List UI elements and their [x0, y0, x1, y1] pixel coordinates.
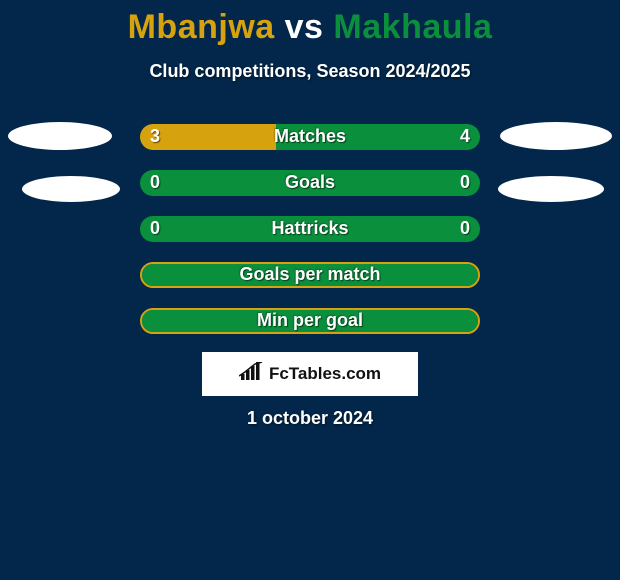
stat-rows: Matches34Goals00Hattricks00Goals per mat…	[0, 124, 620, 354]
logo-placeholder	[22, 176, 120, 202]
logo-placeholder	[498, 176, 604, 202]
stat-bar-right-fill	[142, 264, 478, 286]
date-label: 1 october 2024	[0, 408, 620, 429]
stat-bar-track	[140, 308, 480, 334]
stat-bar-right-fill	[142, 310, 478, 332]
source-badge: FcTables.com	[202, 352, 418, 396]
player-a-name: Mbanjwa	[128, 8, 275, 46]
source-badge-text: FcTables.com	[269, 364, 381, 384]
player-b-name: Makhaula	[333, 8, 492, 46]
stat-bar-right-fill	[276, 124, 480, 150]
stat-bar-right-fill	[140, 170, 480, 196]
stat-bar-track	[140, 216, 480, 242]
page-title: Mbanjwa vs Makhaula	[0, 0, 620, 47]
logo-placeholder	[8, 122, 112, 150]
subtitle: Club competitions, Season 2024/2025	[0, 61, 620, 82]
comparison-canvas: Mbanjwa vs Makhaula Club competitions, S…	[0, 0, 620, 580]
logo-placeholder	[500, 122, 612, 150]
bar-chart-icon	[239, 362, 263, 387]
stat-bar-left-fill	[140, 124, 276, 150]
stat-bar-track	[140, 124, 480, 150]
vs-separator: vs	[285, 8, 324, 46]
stat-bar-right-fill	[140, 216, 480, 242]
stat-row: Hattricks00	[0, 216, 620, 262]
stat-row: Goals per match	[0, 262, 620, 308]
stat-row: Min per goal	[0, 308, 620, 354]
stat-bar-track	[140, 262, 480, 288]
stat-bar-track	[140, 170, 480, 196]
